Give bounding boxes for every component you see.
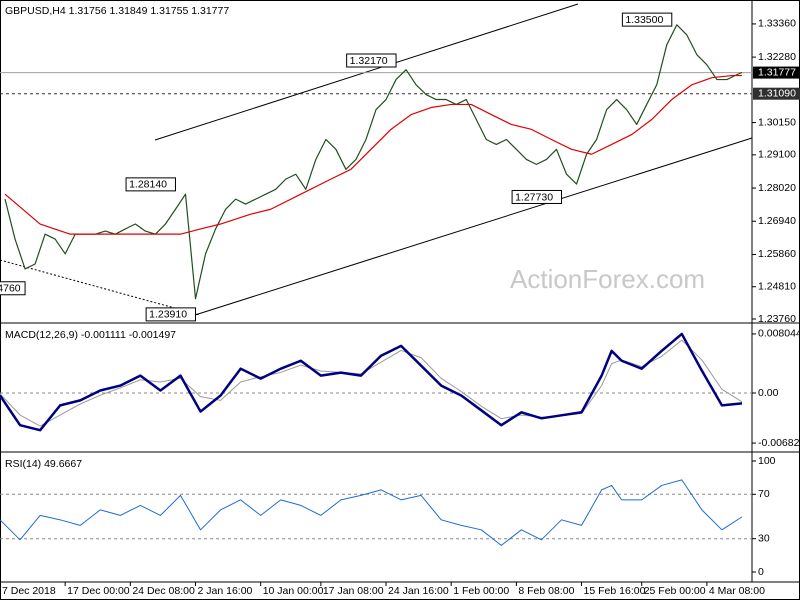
x-tick-label: 2 Jan 16:00 xyxy=(198,585,253,597)
y-tick-label: 1.24810 xyxy=(758,281,796,293)
annotation-label: 1.27730 xyxy=(515,191,553,203)
y-tick-label: 0 xyxy=(758,566,764,578)
price-label-box xyxy=(753,66,800,79)
watermark: ActionForex.com xyxy=(510,264,705,294)
series-line xyxy=(0,479,743,546)
price-label-box xyxy=(753,87,800,100)
panel-title: GBPUSD,H4 1.31756 1.31849 1.31755 1.3177… xyxy=(5,5,229,17)
x-tick-label: 25 Feb 00:00 xyxy=(644,585,706,597)
annotation-label: 1.28140 xyxy=(129,179,167,191)
x-tick-label: 17 Jan 08:00 xyxy=(323,585,384,597)
x-tick-label: 15 Feb 16:00 xyxy=(584,585,646,597)
annotation-box xyxy=(125,177,176,192)
panel-title: MACD(12,26,9) -0.001111 -0.001497 xyxy=(5,329,176,341)
y-tick-label: -0.006821 xyxy=(758,437,800,449)
annotation-box xyxy=(346,53,397,68)
y-tick-label: 1.32280 xyxy=(758,51,796,63)
annotation-box xyxy=(511,189,562,204)
annotation-label: 1.32170 xyxy=(350,55,388,67)
channel-line xyxy=(154,3,579,141)
series-line xyxy=(0,332,743,432)
x-tick-label: 4 Mar 08:00 xyxy=(709,585,765,597)
x-tick-label: 8 Feb 08:00 xyxy=(518,585,574,597)
y-tick-label: 1.28020 xyxy=(758,182,796,194)
x-tick-label: 1 Feb 00:00 xyxy=(453,585,509,597)
y-tick-label: 30 xyxy=(758,532,770,544)
annotation-label: 4760 xyxy=(0,283,21,295)
y-tick-label: 70 xyxy=(758,488,770,500)
y-tick-label: 1.29100 xyxy=(758,149,796,161)
x-tick-label: 7 Dec 2018 xyxy=(2,585,56,597)
y-tick-label: 0.008044 xyxy=(758,328,800,340)
channel-line xyxy=(194,137,753,316)
annotation-box xyxy=(0,281,26,296)
annotation-box xyxy=(145,307,197,322)
y-tick-label: 1.25860 xyxy=(758,248,796,260)
price-label: 1.31777 xyxy=(758,66,796,78)
series-line xyxy=(0,339,743,427)
annotation-label: 1.33500 xyxy=(625,14,663,26)
y-tick-label: 1.33360 xyxy=(758,18,796,30)
annotation-box xyxy=(621,12,673,27)
y-tick-label: 1.26940 xyxy=(758,215,796,227)
panel-title: RSI(14) 49.6667 xyxy=(5,458,82,470)
annotation-label: 1.23910 xyxy=(149,309,187,321)
x-tick-label: 10 Jan 00:00 xyxy=(263,585,324,597)
y-tick-label: 1.23760 xyxy=(758,313,796,325)
x-tick-label: 24 Dec 08:00 xyxy=(132,585,195,597)
y-tick-label: 100 xyxy=(758,455,776,467)
price-label: 1.31090 xyxy=(758,87,796,99)
series-line xyxy=(4,74,742,235)
series-line xyxy=(4,24,743,300)
trend-line xyxy=(0,259,201,316)
x-tick-label: 24 Jan 16:00 xyxy=(388,585,449,597)
y-tick-label: 0.00 xyxy=(758,387,779,399)
y-tick-label: 1.30150 xyxy=(758,116,796,128)
x-tick-label: 17 Dec 00:00 xyxy=(67,585,130,597)
